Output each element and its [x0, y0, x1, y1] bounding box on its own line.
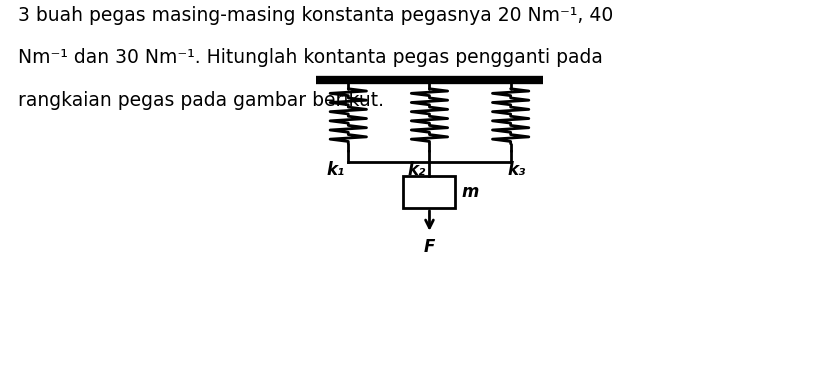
Text: k₃: k₃ — [508, 161, 525, 179]
Text: k₁: k₁ — [327, 161, 345, 179]
Text: Nm⁻¹ dan 30 Nm⁻¹. Hitunglah kontanta pegas pengganti pada: Nm⁻¹ dan 30 Nm⁻¹. Hitunglah kontanta peg… — [18, 48, 603, 67]
Text: rangkaian pegas pada gambar berikut.: rangkaian pegas pada gambar berikut. — [18, 91, 385, 110]
Bar — [404, 176, 456, 208]
Text: k₂: k₂ — [408, 161, 427, 179]
Text: m: m — [462, 183, 479, 201]
Text: F: F — [424, 238, 435, 256]
Text: 3 buah pegas masing-masing konstanta pegasnya 20 Nm⁻¹, 40: 3 buah pegas masing-masing konstanta peg… — [18, 6, 613, 25]
